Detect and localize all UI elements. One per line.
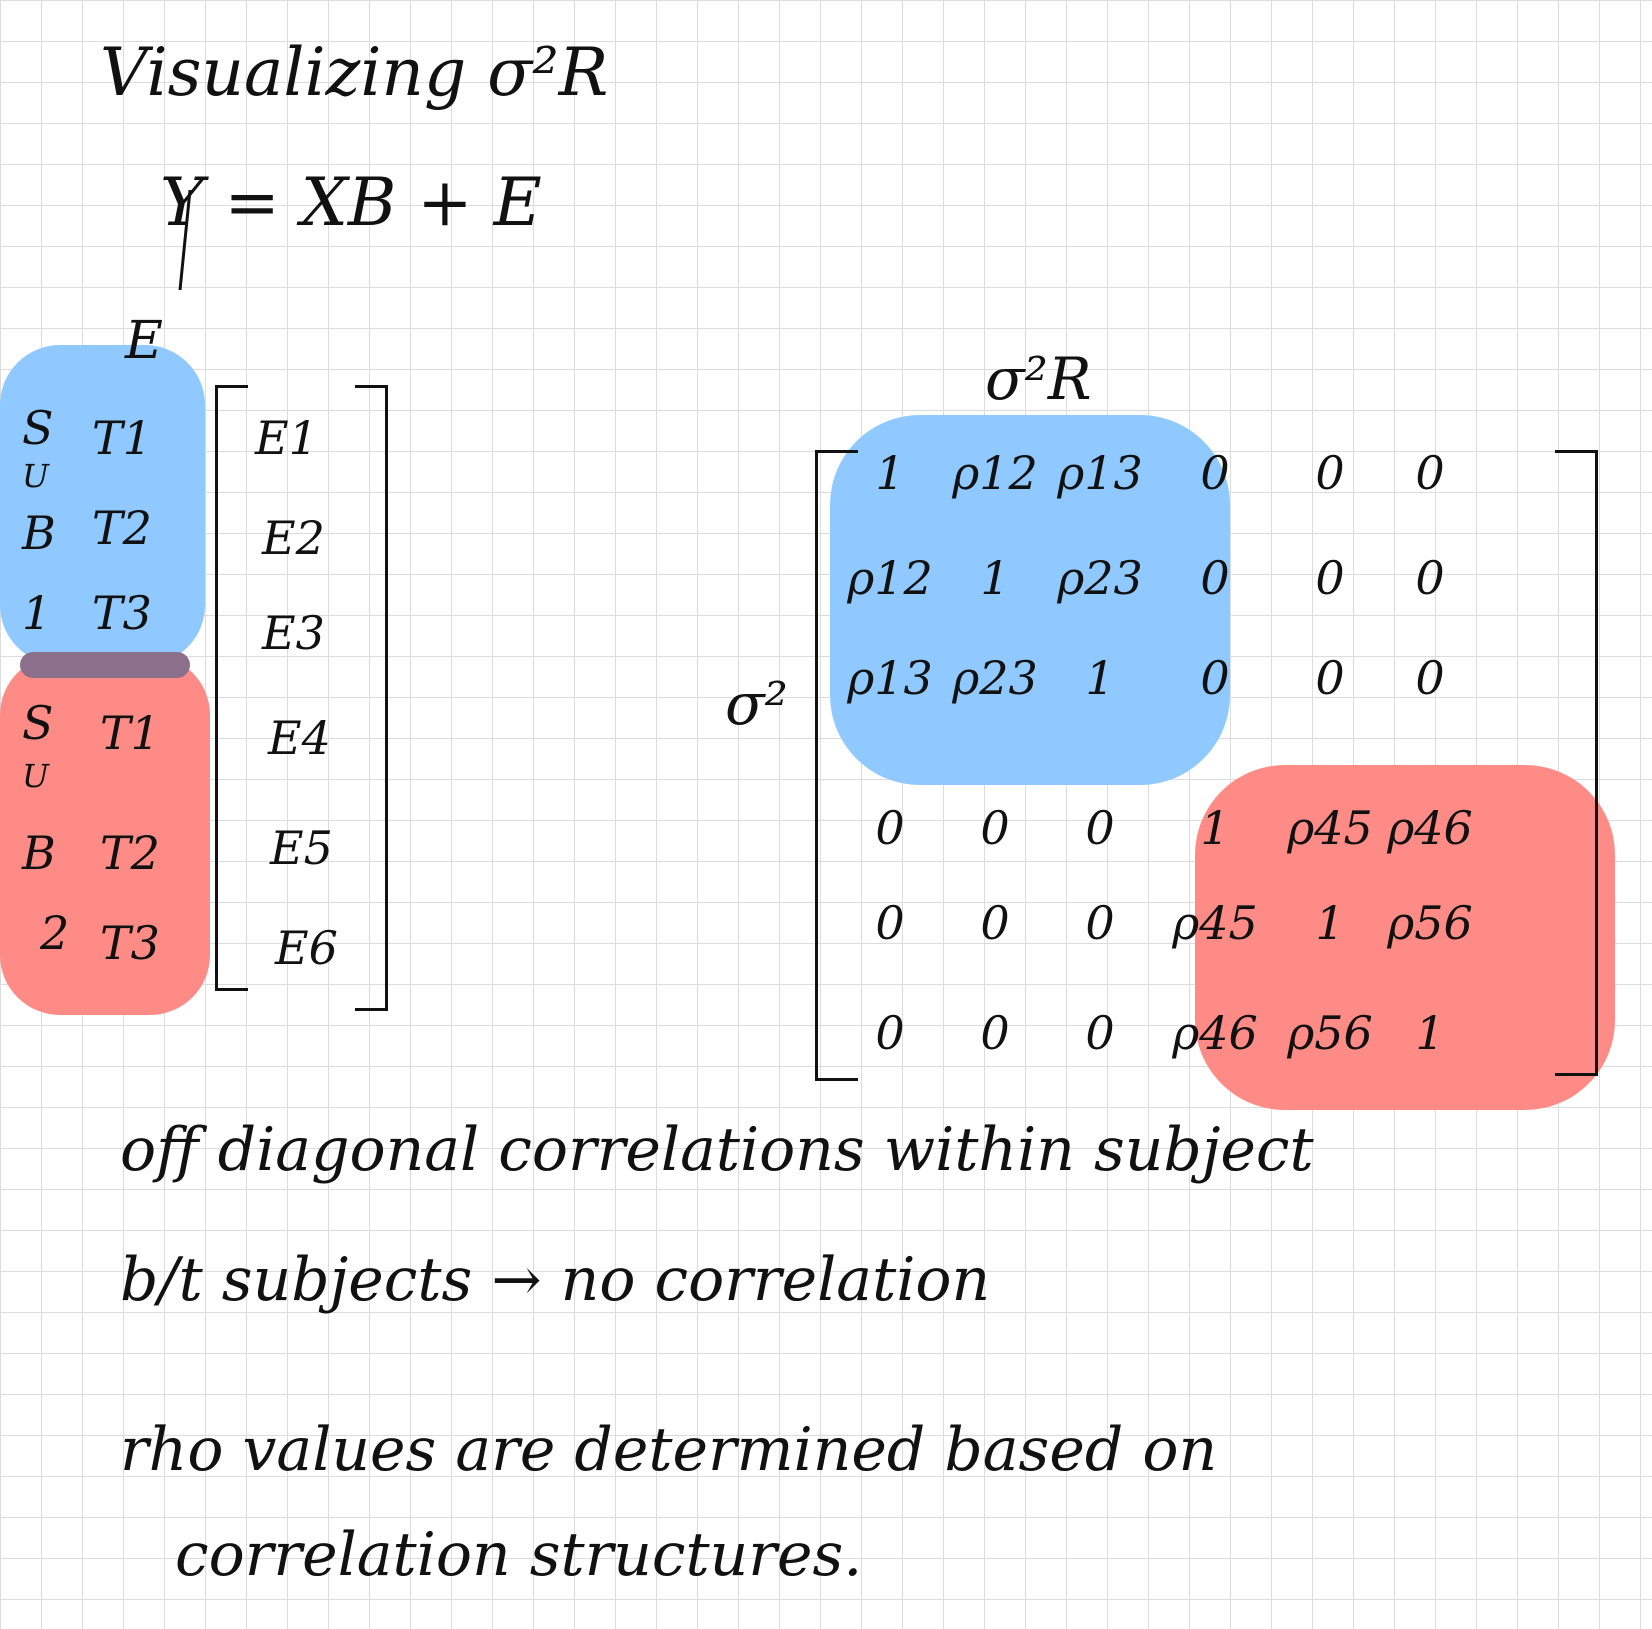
- matrix-cell: 1: [1200, 801, 1230, 855]
- matrix-cell: 0: [1085, 896, 1115, 950]
- matrix-right-bracket: [1555, 450, 1598, 1076]
- matrix-cell: 0: [1085, 801, 1115, 855]
- subject-overlap: [20, 652, 190, 678]
- epsilon-entry: E4: [268, 711, 331, 765]
- note-line-2: b/t subjects → no correlation: [120, 1245, 991, 1315]
- epsilon-vector-left-bracket: [215, 385, 248, 991]
- matrix-cell: 1: [875, 446, 905, 500]
- matrix-cell: 0: [1200, 551, 1230, 605]
- matrix-cell: 0: [1315, 651, 1345, 705]
- epsilon-vector-right-bracket: [355, 385, 388, 1011]
- subject-1-highlight: [0, 345, 205, 665]
- subject-2-time: T3: [100, 916, 160, 970]
- matrix-cell: 0: [875, 1006, 905, 1060]
- matrix-cell: ρ12: [952, 446, 1038, 500]
- subject-1-letter: 1: [22, 586, 52, 640]
- matrix-cell: ρ45: [1172, 896, 1258, 950]
- matrix-cell: ρ45: [1287, 801, 1373, 855]
- subject-2-letter: 2: [40, 906, 70, 960]
- matrix-cell: 1: [1415, 1006, 1445, 1060]
- matrix-cell: ρ46: [1172, 1006, 1258, 1060]
- matrix-cell: ρ13: [1057, 446, 1143, 500]
- matrix-label: σ²R: [985, 345, 1092, 413]
- matrix-cell: ρ12: [847, 551, 933, 605]
- epsilon-label: E: [125, 311, 163, 371]
- note-line-3: rho values are determined based on: [120, 1415, 1218, 1485]
- matrix-cell: 0: [980, 801, 1010, 855]
- subject-1-time: T2: [92, 501, 152, 555]
- model-equation: Y = XB + E: [160, 164, 542, 241]
- subject-1-time: T3: [92, 586, 152, 640]
- matrix-cell: ρ23: [952, 651, 1038, 705]
- matrix-cell: ρ23: [1057, 551, 1143, 605]
- sigma-prefix: σ²: [725, 670, 788, 738]
- matrix-cell: 0: [1315, 446, 1345, 500]
- subject-2-time: T1: [100, 706, 160, 760]
- subject-2-letter: B: [22, 826, 56, 880]
- matrix-cell: 0: [1415, 446, 1445, 500]
- matrix-cell: 0: [980, 896, 1010, 950]
- subject-1-time: T1: [92, 411, 152, 465]
- note-line-4: correlation structures.: [175, 1520, 863, 1590]
- matrix-cell: 0: [980, 1006, 1010, 1060]
- matrix-cell: 1: [1085, 651, 1115, 705]
- block-2-highlight: [1195, 765, 1615, 1110]
- epsilon-entry: E2: [262, 511, 325, 565]
- epsilon-entry: E5: [270, 821, 333, 875]
- matrix-cell: 1: [980, 551, 1010, 605]
- note-line-1: off diagonal correlations within subject: [120, 1115, 1314, 1185]
- matrix-cell: ρ46: [1387, 801, 1473, 855]
- epsilon-entry: E3: [262, 606, 325, 660]
- matrix-left-bracket: [815, 450, 858, 1081]
- matrix-cell: ρ56: [1287, 1006, 1373, 1060]
- subject-2-highlight: [0, 655, 210, 1015]
- subject-2-time: T2: [100, 826, 160, 880]
- matrix-cell: 0: [1200, 651, 1230, 705]
- matrix-cell: 0: [1415, 551, 1445, 605]
- subject-1-letter: S: [22, 401, 54, 455]
- matrix-cell: 0: [1200, 446, 1230, 500]
- matrix-cell: 0: [1085, 1006, 1115, 1060]
- subject-1-letter: B: [22, 506, 56, 560]
- matrix-cell: 0: [875, 896, 905, 950]
- epsilon-entry: E1: [255, 411, 318, 465]
- matrix-cell: 0: [1415, 651, 1445, 705]
- matrix-cell: 0: [1315, 551, 1345, 605]
- subject-1-letter: U: [22, 457, 49, 495]
- epsilon-entry: E6: [275, 921, 338, 975]
- matrix-cell: 0: [875, 801, 905, 855]
- block-1-highlight: [830, 415, 1230, 785]
- page-title: Visualizing σ²R: [100, 34, 609, 111]
- subject-2-letter: U: [22, 757, 49, 795]
- matrix-cell: ρ13: [847, 651, 933, 705]
- matrix-cell: ρ56: [1387, 896, 1473, 950]
- matrix-cell: 1: [1315, 896, 1345, 950]
- subject-2-letter: S: [22, 696, 54, 750]
